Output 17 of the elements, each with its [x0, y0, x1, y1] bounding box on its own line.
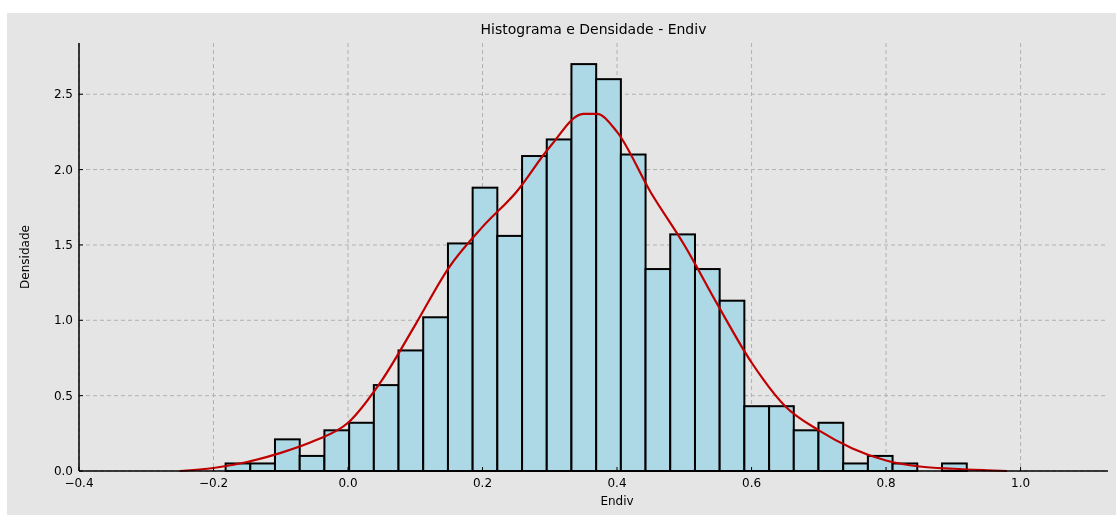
- x-tick-label: 0.2: [472, 476, 493, 490]
- x-tick-label: −0.2: [198, 476, 229, 490]
- y-tick-label: 2.5: [53, 87, 73, 102]
- x-tick-label: 0.4: [607, 476, 627, 490]
- x-tick-label: −0.4: [64, 476, 94, 490]
- y-tick-label: 0.5: [53, 388, 73, 403]
- y-tick-label: 2.0: [53, 162, 73, 177]
- x-tick-label: 0.8: [876, 476, 896, 490]
- y-tick-label: 0.0: [53, 464, 73, 478]
- x-tick-label: 1.0: [1011, 476, 1031, 490]
- x-tick-label: 0.0: [338, 476, 358, 490]
- y-tick-label: 1.0: [53, 313, 73, 328]
- y-axis-title: Densidade: [18, 225, 32, 289]
- x-axis-title: Endiv: [600, 494, 634, 508]
- x-tick-label: 0.6: [742, 476, 762, 490]
- chart-title: Histograma e Densidade - Endiv: [480, 21, 707, 37]
- y-tick-label: 1.5: [53, 237, 73, 252]
